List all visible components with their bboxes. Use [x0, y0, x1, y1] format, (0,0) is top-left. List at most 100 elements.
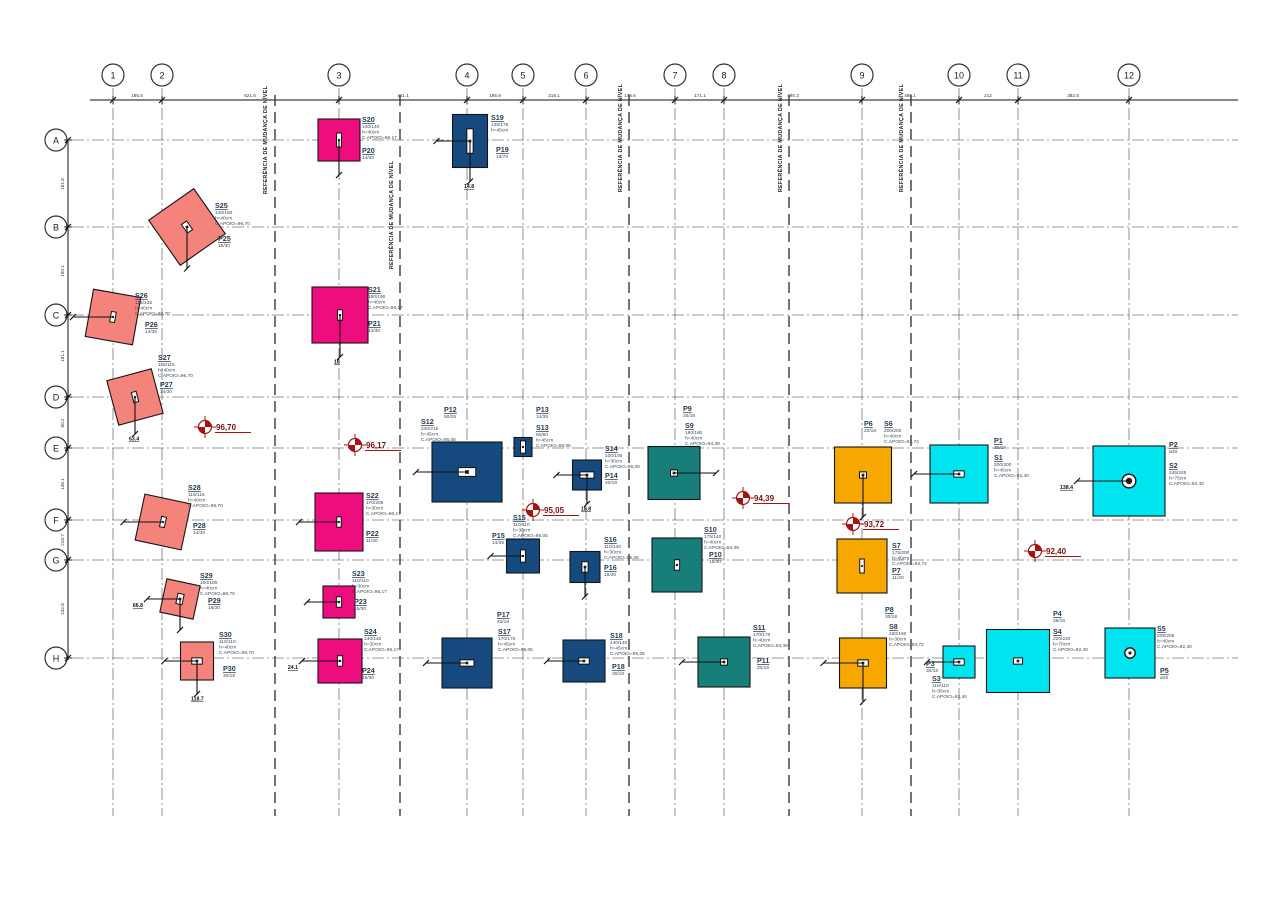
footing-label-name: S23	[352, 569, 365, 578]
pillar-core-P4	[1016, 659, 1020, 663]
pillar-label-name: P16	[604, 563, 617, 572]
marker-quadrant	[205, 420, 212, 427]
pillar-label-detail: 20/18	[757, 665, 769, 671]
footing-label-detail: 200/200	[994, 462, 1012, 468]
footing-label-detail: h=30cm	[352, 583, 369, 589]
pillar-label-detail: 30/18	[885, 614, 897, 620]
footing-label-name: S10	[704, 525, 717, 534]
dim-tick	[64, 556, 72, 564]
grid-bubble-column-12	[1117, 63, 1141, 87]
footing-label-detail: 140/140	[364, 636, 382, 642]
footing-label-detail: C.APOIO=92,40	[1157, 644, 1192, 650]
footing-label-detail: h=45cm	[536, 437, 553, 443]
pillar-label-detail: 20/18	[683, 413, 695, 419]
dim-tick	[64, 311, 72, 319]
grid-bubble-label: C	[53, 311, 60, 321]
dim-tick	[412, 468, 420, 476]
footing-label-detail: 160/160	[889, 631, 907, 637]
pillar-label-name: P1	[994, 436, 1003, 445]
footing-label-detail: C.APOIO=96,70	[215, 221, 250, 227]
left-dimension-value: 218.7	[60, 534, 65, 546]
leader-dimension-value: 138.4	[1060, 485, 1073, 491]
pillar-label-name: P4	[1053, 609, 1062, 618]
dim-tick	[955, 96, 963, 104]
pillar-label-name: P3	[926, 659, 935, 668]
pillar-label-detail: 30/18	[926, 668, 938, 674]
marker-quadrant	[743, 491, 750, 498]
footing-label-detail: h=75cm	[1169, 475, 1186, 481]
dim-tick	[64, 444, 72, 452]
top-dimension-value: 185.5	[131, 93, 143, 98]
dim-tick	[64, 393, 72, 401]
footing-label-name: S11	[753, 623, 765, 632]
dim-tick	[1125, 96, 1133, 104]
footing-label-detail: C.APOIO=95,05	[421, 437, 456, 443]
marker-quadrant	[348, 445, 355, 452]
footing-label-name: S21	[368, 285, 381, 294]
pillar-label-name: P23	[354, 597, 367, 606]
pillar-label-name: P27	[160, 380, 173, 389]
footing-label-detail: h=30cm	[513, 527, 530, 533]
pillar-label-name: P15	[492, 531, 505, 540]
level-marker-icon	[344, 434, 366, 456]
level-marker-value: 96,70	[216, 423, 237, 432]
dim-tick	[543, 657, 551, 665]
top-dimension-value: 218.1	[548, 93, 560, 98]
footing-label-name: S16	[604, 535, 617, 544]
dim-tick	[487, 552, 494, 560]
footing-label-detail: h=40cm	[685, 435, 702, 441]
footing-label-detail: h=40cm	[219, 644, 236, 650]
dim-tick	[910, 470, 918, 478]
top-dimension-value: 621.6	[244, 93, 256, 98]
footing-label-name: S18	[610, 631, 623, 640]
footing-label-detail: C.APOIO=92,40	[932, 694, 967, 700]
left-dimension-value: 80.2	[60, 418, 65, 427]
dim-tick	[303, 598, 311, 606]
level-reference-label: REFERÊNCIA DE MUDANÇA DE NÍVEL	[897, 83, 905, 192]
footing-label-detail: C.APOIO=92,40	[994, 473, 1029, 479]
pillar-label-name: P28	[193, 521, 206, 530]
pillar-label-detail: 15/30	[354, 606, 366, 612]
footing-label-detail: h=45cm	[610, 645, 627, 651]
dim-tick	[712, 469, 720, 477]
pillar-core-P5	[1128, 651, 1132, 655]
grid-bubble-label: 3	[336, 71, 341, 81]
pillar-label-detail: ø20	[1160, 675, 1169, 681]
footing-label-detail: C.APOIO=96,70	[135, 311, 170, 317]
footing-label-detail: 170/205	[366, 500, 384, 506]
left-dimension-value: 146.1	[60, 478, 65, 490]
pillar-label-detail: 40/18	[605, 480, 617, 486]
pillar-label-name: P13	[536, 405, 549, 414]
marker-quadrant	[1035, 544, 1042, 551]
pillar-label-detail: 11/40	[892, 575, 904, 581]
pillar-label-name: P8	[885, 605, 894, 614]
footing-label-detail: 110/140	[604, 544, 621, 550]
pillar-label-name: P19	[496, 145, 509, 154]
footing-label-detail: C.APOIO=92,40	[1169, 481, 1204, 487]
pillar-label-name: P6	[864, 419, 873, 428]
pillar-label-name: P22	[366, 529, 379, 538]
footing-label-detail: 175/200	[892, 550, 910, 556]
dim-tick	[583, 500, 591, 508]
footing-label-name: S12	[421, 417, 434, 426]
footing-label-detail: 140/150	[215, 210, 233, 216]
footing-label-detail: h=40cm	[884, 433, 901, 439]
marker-quadrant	[198, 427, 205, 434]
pillar-label-name: P25	[218, 234, 231, 243]
footing-label-detail: h=40cm	[158, 367, 175, 373]
top-dimension-value: 490.3	[787, 93, 799, 98]
top-dimension-value: 195.9	[489, 93, 501, 98]
marker-quadrant	[846, 524, 853, 531]
left-dimension-value: 181.8	[60, 178, 65, 190]
footing-label-detail: 140/140	[610, 640, 628, 646]
dim-tick	[335, 171, 343, 179]
level-reference-label: REFERÊNCIA DE MUDANÇA DE NÍVEL	[261, 85, 269, 194]
footing-label-detail: h=30cm	[605, 458, 622, 464]
dim-tick	[335, 96, 343, 104]
dim-tick	[463, 96, 471, 104]
grid-bubble-column-3	[327, 63, 351, 87]
footing-label-detail: C.APOIO=92,40	[1053, 647, 1088, 653]
footing-label-detail: C.APOIO=95,05	[605, 464, 640, 470]
grid-bubble-label: 4	[464, 71, 469, 81]
dim-tick	[64, 136, 72, 144]
